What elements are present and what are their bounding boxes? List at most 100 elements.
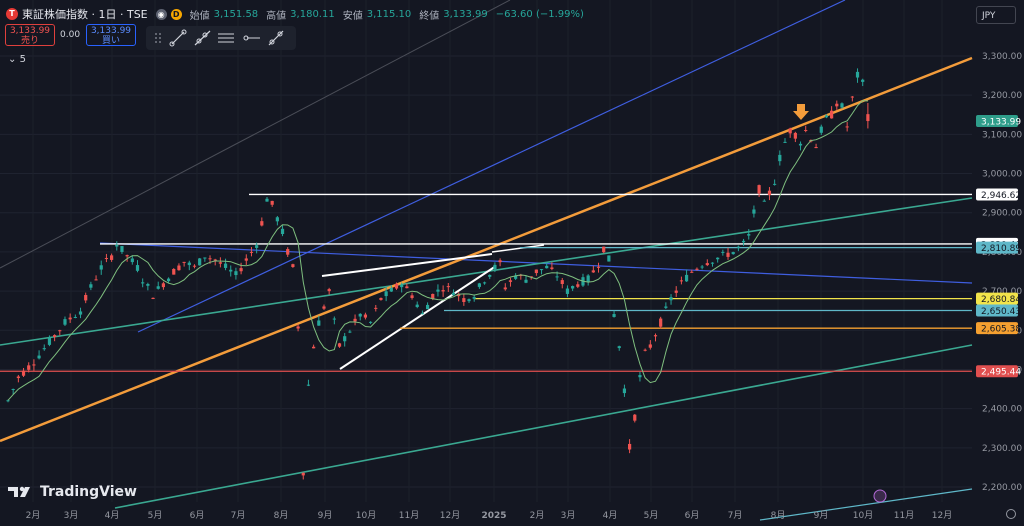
signal-arrow-icon xyxy=(793,104,809,120)
buy-button[interactable]: 3,133.99 買い xyxy=(86,24,136,46)
candle-body xyxy=(555,276,559,278)
candle-body xyxy=(783,141,787,143)
candle-body xyxy=(508,280,513,282)
candle-body xyxy=(488,274,492,277)
candle-body xyxy=(628,443,632,450)
candle-body xyxy=(16,376,20,379)
parallel-channel-icon[interactable] xyxy=(216,26,236,50)
candle-body xyxy=(110,255,114,260)
candle-body xyxy=(571,286,575,289)
horizontal-ray-icon[interactable] xyxy=(242,26,262,50)
candle-body xyxy=(120,246,124,252)
candle-body xyxy=(53,335,57,337)
drag-handle-icon[interactable] xyxy=(148,26,168,50)
x-tick-label: 7月 xyxy=(728,510,743,521)
candle-body xyxy=(337,343,342,347)
level-tag xyxy=(976,241,1018,254)
candle-body xyxy=(721,251,725,253)
low-value: 3,115.10 xyxy=(366,8,412,20)
candle-body xyxy=(514,275,518,279)
candle-body xyxy=(141,282,145,284)
high-value: 3,180.11 xyxy=(290,8,335,20)
x-tick-label: 5月 xyxy=(148,510,163,521)
candle-body xyxy=(255,245,259,248)
candle-body xyxy=(275,217,279,222)
candle-body xyxy=(363,314,368,318)
close-value: 3,133.99 xyxy=(443,8,488,20)
candle-body xyxy=(11,388,15,390)
candle-body xyxy=(664,306,668,308)
x-tick-label: 2月 xyxy=(530,510,545,521)
y-tick-label: 2,900.00 xyxy=(982,209,1022,219)
candle-body xyxy=(244,258,248,261)
candle-body xyxy=(249,251,254,253)
candle-body xyxy=(674,290,678,293)
candle-body xyxy=(539,269,544,271)
tradingview-logo[interactable]: TradingView xyxy=(8,484,137,500)
x-tick-label: 12月 xyxy=(440,510,460,521)
candle-body xyxy=(400,284,404,288)
candle-body xyxy=(612,314,616,317)
trend-line-icon[interactable] xyxy=(168,26,188,50)
candle-body xyxy=(659,318,663,327)
ray-line-icon[interactable] xyxy=(192,26,212,50)
extended-line-icon[interactable] xyxy=(266,26,286,50)
candle-body xyxy=(182,261,186,263)
candle-body xyxy=(845,126,849,128)
candle-body xyxy=(861,79,865,82)
candle-body xyxy=(762,200,766,202)
candle-body xyxy=(6,400,10,402)
candle-body xyxy=(358,313,362,317)
candle-body xyxy=(524,279,528,283)
candle-body xyxy=(819,126,823,133)
candle-body xyxy=(788,128,792,134)
candle-body xyxy=(301,472,305,476)
indicator-toggle[interactable]: ⌄ 5 xyxy=(8,54,26,65)
currency-selector[interactable]: JPY xyxy=(976,6,1016,24)
candle-body xyxy=(477,283,481,287)
x-tick-label: 8月 xyxy=(274,510,289,521)
symbol-header: T 東証株価指数 · 1日 · TSE ◉ D 始値 3,151.58 高値 3… xyxy=(6,6,584,22)
data-status-badge[interactable]: D xyxy=(170,8,182,20)
candle-body xyxy=(560,280,564,284)
candle-body xyxy=(472,297,476,299)
candle-body xyxy=(130,258,134,263)
candle-body xyxy=(591,270,595,273)
settings-gear-icon[interactable] xyxy=(1006,509,1016,519)
candle-body xyxy=(431,293,435,299)
level-tag xyxy=(976,304,1018,317)
x-tick-label: 6月 xyxy=(685,510,700,521)
x-tick-label: 5月 xyxy=(644,510,659,521)
y-tick-label: 2,300.00 xyxy=(982,444,1022,454)
candle-body xyxy=(731,252,735,255)
candle-body xyxy=(550,267,554,269)
sell-button[interactable]: 3,133.99 売り xyxy=(5,24,55,46)
level-tag-label: 2,680.84 xyxy=(981,295,1021,305)
candle-body xyxy=(125,255,129,257)
x-tick-label: 9月 xyxy=(318,510,333,521)
x-tick-label: 3月 xyxy=(561,510,576,521)
y-tick-label: 3,200.00 xyxy=(982,91,1022,101)
candle-body xyxy=(410,295,414,298)
candle-body xyxy=(187,262,191,266)
candle-body xyxy=(482,282,487,284)
x-tick-label: 4月 xyxy=(105,510,120,521)
candle-body xyxy=(767,190,772,196)
candle-body xyxy=(239,268,243,272)
candle-body xyxy=(384,291,388,297)
candle-body xyxy=(648,344,652,348)
candle-body xyxy=(99,265,103,270)
candle-body xyxy=(47,337,52,345)
eye-icon[interactable]: ◉ xyxy=(155,8,167,20)
event-marker-icon xyxy=(873,489,887,503)
candle-body xyxy=(156,286,160,289)
candle-body xyxy=(151,297,155,299)
spread-value: 0.00 xyxy=(60,30,81,40)
candle-body xyxy=(653,335,658,337)
x-tick-label: 2025 xyxy=(481,511,506,521)
open-value: 3,151.58 xyxy=(213,8,259,20)
symbol-title[interactable]: 東証株価指数 · 1日 · TSE xyxy=(22,8,148,21)
chevron-down-icon: ⌄ xyxy=(8,54,17,65)
